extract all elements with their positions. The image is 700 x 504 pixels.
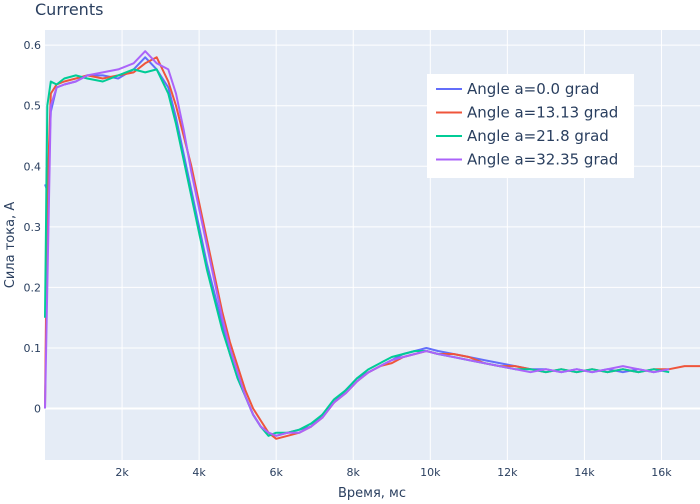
x-axis-title: Время, мс (338, 486, 406, 500)
grid-layer (45, 30, 700, 460)
legend-item-2[interactable]: Angle a=21.8 grad (436, 127, 609, 145)
legend-item-3[interactable]: Angle a=32.35 grad (436, 151, 618, 169)
series-layer (44, 50, 700, 440)
y-tick-label: 0.3 (24, 221, 42, 234)
chart-title: Currents (35, 0, 103, 19)
legend[interactable]: Angle a=0.0 grad Angle a=13.13 grad Angle … (427, 74, 634, 178)
x-tick-label: 4k (192, 466, 206, 479)
legend-background (427, 74, 634, 178)
x-tick-label: 12k (497, 466, 518, 479)
y-axis-ticks: 0 0.1 0.2 0.3 0.4 0.5 0.6 (24, 39, 42, 415)
series-line-3 (44, 50, 670, 437)
legend-label: Angle a=32.35 grad (467, 151, 618, 169)
y-tick-label: 0.5 (24, 100, 42, 113)
legend-label: Angle a=21.8 grad (467, 127, 609, 145)
y-tick-label: 0.4 (24, 160, 42, 173)
x-tick-label: 14k (574, 466, 595, 479)
y-tick-label: 0.6 (24, 39, 42, 52)
legend-items: Angle a=0.0 grad Angle a=13.13 grad Angle … (436, 80, 618, 169)
legend-item-0[interactable]: Angle a=0.0 grad (436, 80, 599, 98)
x-tick-label: 6k (269, 466, 283, 479)
x-tick-label: 2k (115, 466, 129, 479)
x-tick-label: 16k (651, 466, 672, 479)
series-line-2 (44, 68, 670, 437)
y-tick-label: 0 (34, 403, 41, 416)
legend-item-1[interactable]: Angle a=13.13 grad (436, 104, 618, 122)
y-tick-label: 0.1 (24, 342, 42, 355)
y-tick-label: 0.2 (24, 281, 42, 294)
legend-label: Angle a=13.13 grad (467, 104, 618, 122)
legend-label: Angle a=0.0 grad (467, 80, 599, 98)
x-axis-ticks: 2k 4k 6k 8k 10k 12k 14k 16k (115, 466, 672, 479)
x-tick-label: 10k (420, 466, 441, 479)
y-axis-title: Сила тока, А (3, 202, 18, 289)
x-tick-label: 8k (347, 466, 361, 479)
